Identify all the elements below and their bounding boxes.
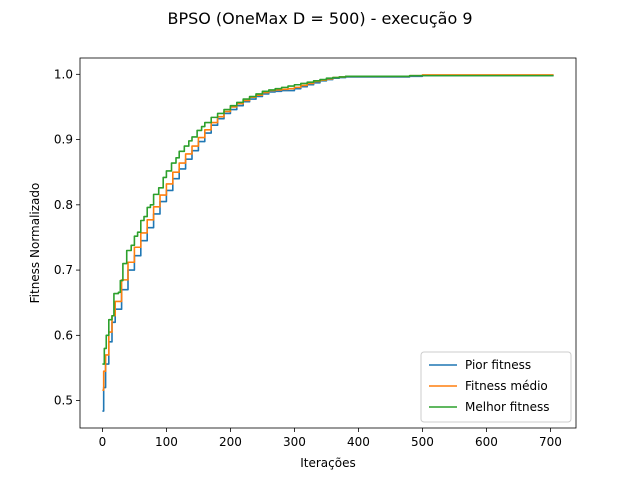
legend-label: Pior fitness	[465, 358, 531, 372]
y-axis-ticks: 0.5 0.6 0.7 0.8 0.9 1.0	[54, 67, 80, 408]
x-tick-label: 0	[99, 435, 107, 449]
axes-frame	[79, 57, 577, 429]
y-axis-label: Fitness Normalizado	[28, 183, 42, 304]
series-line	[102, 74, 554, 365]
y-tick-label: 0.9	[54, 133, 73, 147]
legend: Pior fitness Fitness médio Melhor fitness	[420, 351, 572, 423]
x-tick-label: 700	[539, 435, 562, 449]
y-tick-label: 0.7	[54, 263, 73, 277]
plot-area: 0 100 200 300 400 500 600 700 0.5 0.6 0.7 0.8 0.9 1.…	[54, 57, 577, 449]
legend-label: Melhor fitness	[465, 400, 550, 414]
y-tick-label: 0.6	[54, 328, 73, 342]
x-tick-label: 200	[219, 435, 242, 449]
y-tick-label: 0.8	[54, 198, 73, 212]
x-tick-label: 500	[411, 435, 434, 449]
legend-box	[420, 351, 572, 423]
y-tick-label: 1.0	[54, 67, 73, 81]
x-tick-label: 400	[347, 435, 370, 449]
x-tick-label: 600	[475, 435, 498, 449]
x-axis-label: Iterações	[300, 456, 356, 470]
series-layer	[102, 74, 554, 412]
x-tick-label: 100	[155, 435, 178, 449]
legend-label: Fitness médio	[465, 379, 548, 393]
chart-title: BPSO (OneMax D = 500) - execução 9	[167, 9, 472, 28]
x-tick-label: 300	[283, 435, 306, 449]
x-axis-ticks: 0 100 200 300 400 500 600 700	[99, 428, 562, 449]
y-tick-label: 0.5	[54, 394, 73, 408]
